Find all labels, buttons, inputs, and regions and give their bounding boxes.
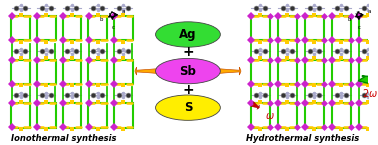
Text: b: b [347, 17, 351, 22]
Circle shape [156, 95, 220, 120]
Text: S: S [184, 101, 192, 114]
Text: a: a [368, 9, 371, 14]
Bar [8, 6, 121, 129]
Text: Sb: Sb [180, 65, 197, 78]
Text: c: c [112, 25, 115, 30]
Text: +: + [182, 83, 194, 97]
Text: $2\omega$: $2\omega$ [362, 87, 378, 99]
Text: Hydrothermal synthesis: Hydrothermal synthesis [246, 134, 360, 143]
Circle shape [156, 58, 220, 84]
Text: b: b [100, 17, 104, 22]
Text: Ag: Ag [179, 28, 197, 41]
Text: +: + [182, 45, 194, 59]
Text: c: c [358, 25, 361, 30]
Text: Ionothermal synthesis: Ionothermal synthesis [11, 134, 116, 143]
Text: a: a [122, 9, 125, 14]
Circle shape [156, 22, 220, 47]
Bar [249, 6, 368, 129]
Text: $\omega$: $\omega$ [265, 111, 275, 121]
FancyArrow shape [358, 76, 378, 84]
